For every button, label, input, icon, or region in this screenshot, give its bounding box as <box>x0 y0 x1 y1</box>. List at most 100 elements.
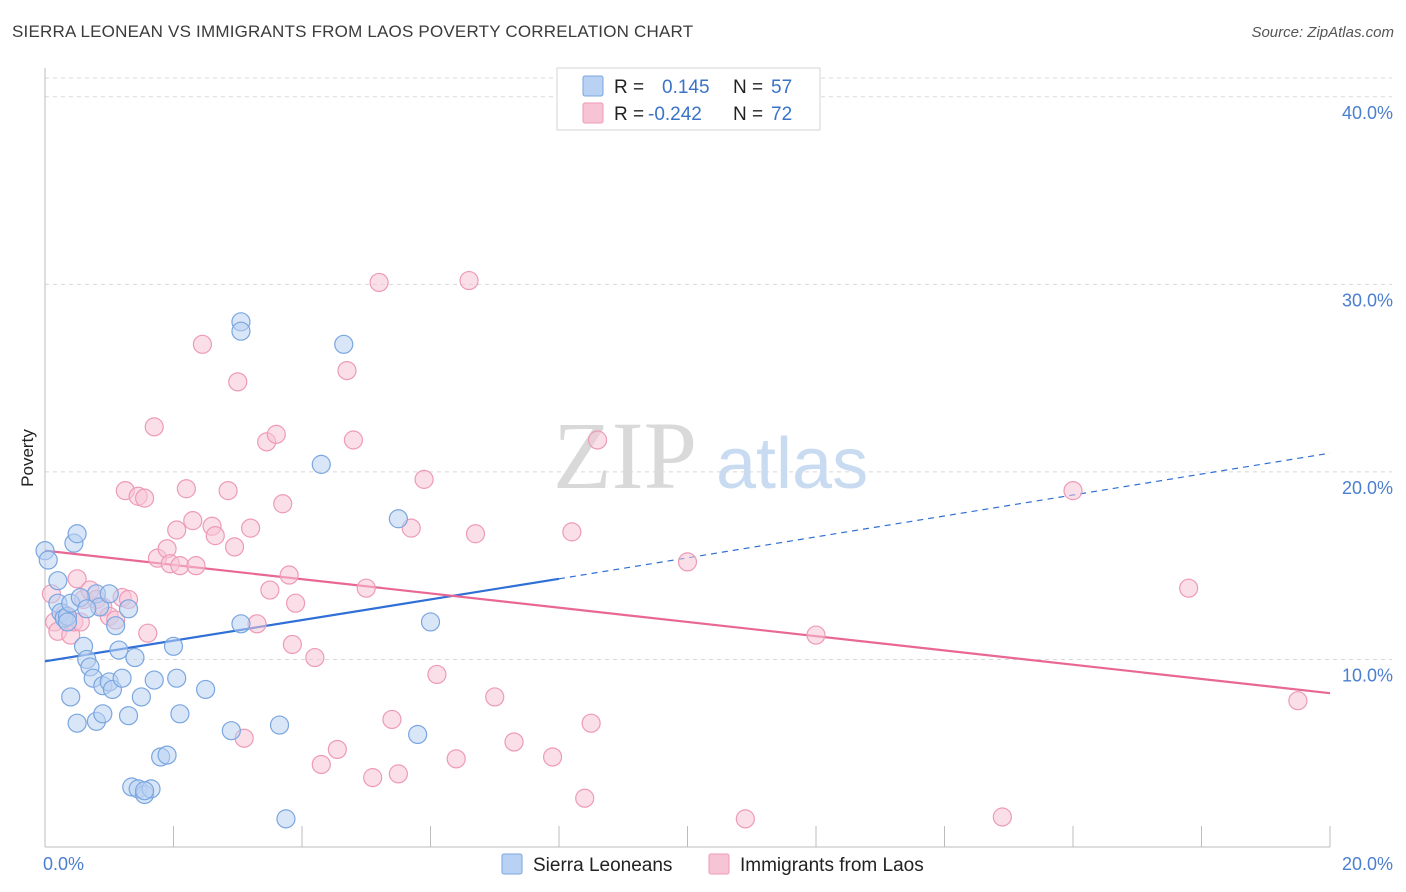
legend-swatch-pink <box>582 102 604 124</box>
blue-point-2 <box>48 571 68 591</box>
blue-point-39 <box>167 668 187 688</box>
blue-point-46 <box>269 715 290 735</box>
legend-swatch-blue <box>582 75 604 97</box>
x-tick-labels: 0.0% 20.0% <box>43 854 1393 874</box>
pink-point-57 <box>427 664 447 685</box>
watermark-atlas: atlas <box>716 424 868 504</box>
legend-r-value-2: -0.242 <box>648 104 702 125</box>
watermark-zip: ZIP <box>553 402 697 509</box>
blue-point-27 <box>118 599 139 619</box>
blue-point-51 <box>408 724 428 745</box>
pink-point-49 <box>343 430 363 450</box>
pink-point-64 <box>562 522 582 542</box>
pink-point-31 <box>205 526 225 546</box>
blue-point-40 <box>170 704 190 724</box>
pink-point-34 <box>228 372 248 392</box>
pink-point-37 <box>247 614 267 634</box>
pink-point-69 <box>735 809 755 829</box>
blue-point-52 <box>420 612 441 632</box>
blue-point-55 <box>77 599 97 619</box>
legend: R = 0.145 N = 57 R = -0.242 N = 72 <box>556 67 821 131</box>
blue-point-49 <box>334 334 354 354</box>
blue-point-44 <box>231 321 251 341</box>
pink-point-43 <box>285 593 306 613</box>
pink-point-24 <box>167 520 187 540</box>
pink-point-56 <box>414 469 434 489</box>
chart-source: Source: ZipAtlas.com <box>1251 24 1394 41</box>
pink-point-71 <box>992 807 1012 827</box>
pink-point-40 <box>266 424 286 444</box>
blue-point-28 <box>118 706 139 726</box>
pink-point-52 <box>369 272 389 293</box>
pink-point-51 <box>363 768 383 788</box>
legend-n-label-2: N = <box>733 104 763 125</box>
pink-point-73 <box>1179 578 1199 598</box>
pink-point-19 <box>138 623 158 643</box>
blue-trend-line <box>44 577 560 663</box>
y-tick-label-1: 20.0% <box>1342 478 1393 498</box>
y-tick-labels: 10.0% 20.0% 30.0% 40.0% <box>1342 103 1393 686</box>
y-axis-label: Poverty <box>18 429 37 487</box>
legend-n-value-2: 72 <box>771 104 792 125</box>
legend-r-label-2: R = <box>614 104 644 125</box>
pink-point-68 <box>677 552 698 572</box>
pink-point-26 <box>176 479 196 499</box>
blue-trend-line-dashed <box>558 452 1331 580</box>
pink-point-27 <box>183 511 203 531</box>
bottom-legend: Sierra Leoneans Immigrants from Laos <box>501 853 924 876</box>
blue-point-42 <box>221 721 241 741</box>
bottom-legend-swatch-blue <box>501 853 523 875</box>
blue-point-38 <box>163 636 184 656</box>
pink-point-39 <box>260 580 280 600</box>
blue-point-50 <box>388 509 408 529</box>
y-tick-label-3: 40.0% <box>1342 103 1393 123</box>
bottom-legend-label-pink: Immigrants from Laos <box>740 855 924 876</box>
blue-point-24 <box>67 713 87 733</box>
pink-point-60 <box>465 524 486 544</box>
blue-point-30 <box>131 687 151 707</box>
pink-point-58 <box>446 749 466 769</box>
axes <box>44 68 1331 848</box>
pink-point-45 <box>305 647 325 668</box>
pink-point-65 <box>575 788 595 808</box>
blue-point-9 <box>67 524 87 544</box>
blue-point-1 <box>38 550 58 570</box>
series-points-1 <box>41 270 1308 829</box>
pink-point-67 <box>587 430 608 450</box>
pink-point-47 <box>327 739 347 760</box>
pink-point-74 <box>1288 691 1308 711</box>
pink-point-62 <box>504 732 524 752</box>
pink-point-61 <box>485 687 505 707</box>
blue-point-17 <box>99 584 119 604</box>
x-tick-label-0: 0.0% <box>43 854 84 874</box>
pink-point-63 <box>542 747 563 767</box>
pink-point-72 <box>1063 481 1083 501</box>
x-tick-label-1: 20.0% <box>1342 854 1393 874</box>
legend-n-value-1: 57 <box>771 77 792 98</box>
pink-point-46 <box>311 754 331 775</box>
legend-r-value-1: 0.145 <box>662 77 710 98</box>
blue-point-45 <box>231 614 251 634</box>
blue-point-26 <box>93 704 113 724</box>
legend-r-label-1: R = <box>614 77 644 98</box>
pink-point-29 <box>192 334 213 354</box>
blue-point-21 <box>109 640 129 660</box>
pink-point-33 <box>224 537 245 557</box>
pink-point-42 <box>279 565 299 585</box>
pink-point-48 <box>337 360 357 381</box>
pink-point-54 <box>388 764 408 784</box>
blue-point-56 <box>134 781 155 801</box>
watermark: ZIP atlas <box>553 402 868 509</box>
pink-trend-line <box>44 549 1331 695</box>
blue-point-22 <box>112 668 132 688</box>
legend-n-label-1: N = <box>733 77 763 98</box>
blue-point-29 <box>125 647 145 668</box>
pink-point-6 <box>67 569 87 589</box>
blue-point-48 <box>311 454 331 474</box>
pink-point-44 <box>282 634 302 655</box>
pink-point-59 <box>459 270 479 291</box>
pink-point-66 <box>581 713 601 733</box>
chart-title: SIERRA LEONEAN VS IMMIGRANTS FROM LAOS P… <box>12 22 694 41</box>
series-points-0 <box>35 312 441 829</box>
